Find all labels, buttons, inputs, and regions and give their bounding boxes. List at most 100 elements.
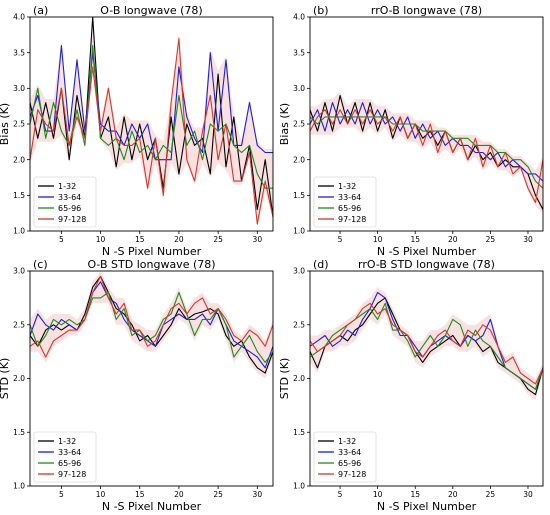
legend-entry: 1-32 [58, 437, 76, 446]
legend: 1-32 33-64 65-96 97-128 [313, 176, 377, 228]
series-line-97-128 [30, 275, 273, 358]
plot-area [30, 17, 273, 228]
y-tick-label: 1.0 [13, 227, 25, 236]
x-tick-label: 20 [448, 490, 458, 499]
series-line-33-64 [30, 44, 273, 161]
legend-box [33, 431, 97, 483]
legend-entry: 65-96 [58, 204, 81, 213]
panel-label: (a) [33, 4, 48, 17]
x-tick-label: 5 [338, 490, 343, 499]
legend-box [313, 431, 377, 483]
y-tick-label: 4.0 [293, 13, 305, 22]
chart-title: rrO-B STD longwave (78) [358, 258, 495, 271]
x-tick-label: 30 [523, 490, 533, 499]
x-tick-label: 15 [410, 490, 420, 499]
x-axis-label: N -S Pixel Number [377, 500, 477, 513]
y-tick-label: 2.0 [293, 155, 305, 164]
legend-entry: 33-64 [338, 448, 361, 457]
panel-label: (d) [313, 258, 329, 271]
spread-band [310, 91, 543, 214]
legend-entry: 33-64 [338, 193, 361, 202]
panel-label: (b) [313, 4, 329, 17]
x-tick-label: 5 [59, 490, 64, 499]
series-line-65-96 [30, 291, 273, 363]
x-axis-label: N -S Pixel Number [102, 245, 202, 258]
legend: 1-32 33-64 65-96 97-128 [313, 431, 377, 483]
y-tick-label: 2.0 [293, 374, 305, 383]
x-tick-label: 30 [253, 235, 263, 244]
x-tick-label: 25 [213, 235, 223, 244]
legend-entry: 65-96 [338, 204, 361, 213]
x-tick-label: 10 [96, 235, 106, 244]
legend-entry: 1-32 [338, 437, 356, 446]
y-tick-label: 2.5 [293, 120, 305, 129]
legend-entry: 97-128 [338, 215, 366, 224]
x-axis-label: N -S Pixel Number [102, 500, 202, 513]
series-line-97-128 [30, 37, 273, 225]
y-tick-label: 3.0 [13, 84, 25, 93]
y-tick-label: 2.5 [13, 120, 25, 129]
x-tick-label: 25 [486, 490, 496, 499]
legend-entry: 65-96 [58, 459, 81, 468]
legend-entry: 1-32 [338, 182, 356, 191]
spread-band [30, 271, 273, 379]
y-tick-label: 1.5 [293, 191, 305, 200]
plot-area [30, 271, 273, 379]
legend-entry: 65-96 [338, 459, 361, 468]
legend-entry: 1-32 [58, 182, 76, 191]
y-tick-label: 1.0 [293, 227, 305, 236]
x-tick-label: 10 [373, 490, 383, 499]
x-axis-label: N -S Pixel Number [377, 245, 477, 258]
y-tick-label: 1.0 [293, 482, 305, 491]
y-axis-label: STD (K) [278, 358, 291, 399]
x-tick-label: 20 [174, 490, 184, 499]
series-line-97-128 [310, 109, 543, 204]
x-tick-label: 15 [135, 490, 145, 499]
plot-area [310, 91, 543, 214]
legend-entry: 97-128 [58, 215, 86, 224]
chart-panel-2: 5 10 15 20 25 30 1.0 1.5 2.0 2.5 3.0 3.5 4.0 (b) rrO-B… [278, 4, 544, 258]
y-axis-label: Bias (K) [278, 103, 291, 145]
x-tick-label: 20 [448, 235, 458, 244]
chart-title: rrO-B longwave (78) [371, 4, 482, 17]
legend-box [313, 176, 377, 228]
legend-box [33, 176, 97, 228]
y-tick-label: 1.5 [293, 428, 305, 437]
chart-panel-4: 5 10 15 20 25 30 1.0 1.5 2.0 2.5 3.0 (d) rrO-B STD l… [278, 258, 544, 513]
x-tick-label: 25 [213, 490, 223, 499]
chart-panel-1: 5 10 15 20 25 30 1.0 1.5 2.0 2.5 3.0 3.5 4.0 (a) O-B l… [0, 4, 274, 258]
y-tick-label: 1.5 [13, 191, 25, 200]
x-tick-label: 25 [486, 235, 496, 244]
legend: 1-32 33-64 65-96 97-128 [33, 176, 97, 228]
y-axis-label: STD (K) [0, 358, 11, 399]
y-tick-label: 3.5 [293, 48, 305, 57]
legend-entry: 33-64 [58, 448, 81, 457]
legend: 1-32 33-64 65-96 97-128 [33, 431, 97, 483]
spread-band [310, 287, 543, 400]
y-tick-label: 3.5 [13, 48, 25, 57]
series-line-65-96 [310, 116, 543, 189]
x-tick-label: 10 [96, 490, 106, 499]
y-tick-label: 2.5 [293, 320, 305, 329]
y-tick-label: 3.0 [293, 84, 305, 93]
y-tick-label: 3.0 [13, 267, 25, 276]
legend-entry: 33-64 [58, 193, 81, 202]
x-tick-label: 30 [523, 235, 533, 244]
x-tick-label: 10 [373, 235, 383, 244]
x-tick-label: 5 [338, 235, 343, 244]
y-tick-label: 2.0 [13, 374, 25, 383]
x-tick-label: 20 [174, 235, 184, 244]
plot-area [310, 287, 543, 400]
chart-panel-3: 5 10 15 20 25 30 1.0 1.5 2.0 2.5 3.0 (c) O-B STD lon… [0, 258, 274, 513]
y-tick-label: 1.5 [13, 428, 25, 437]
y-tick-label: 4.0 [13, 13, 25, 22]
y-tick-label: 2.5 [13, 320, 25, 329]
series-line-97-128 [310, 302, 543, 385]
x-tick-label: 15 [135, 235, 145, 244]
legend-entry: 97-128 [58, 470, 86, 479]
x-tick-label: 5 [59, 235, 64, 244]
y-tick-label: 1.0 [13, 482, 25, 491]
chart-title: O-B STD longwave (78) [87, 258, 215, 271]
legend-entry: 97-128 [338, 470, 366, 479]
